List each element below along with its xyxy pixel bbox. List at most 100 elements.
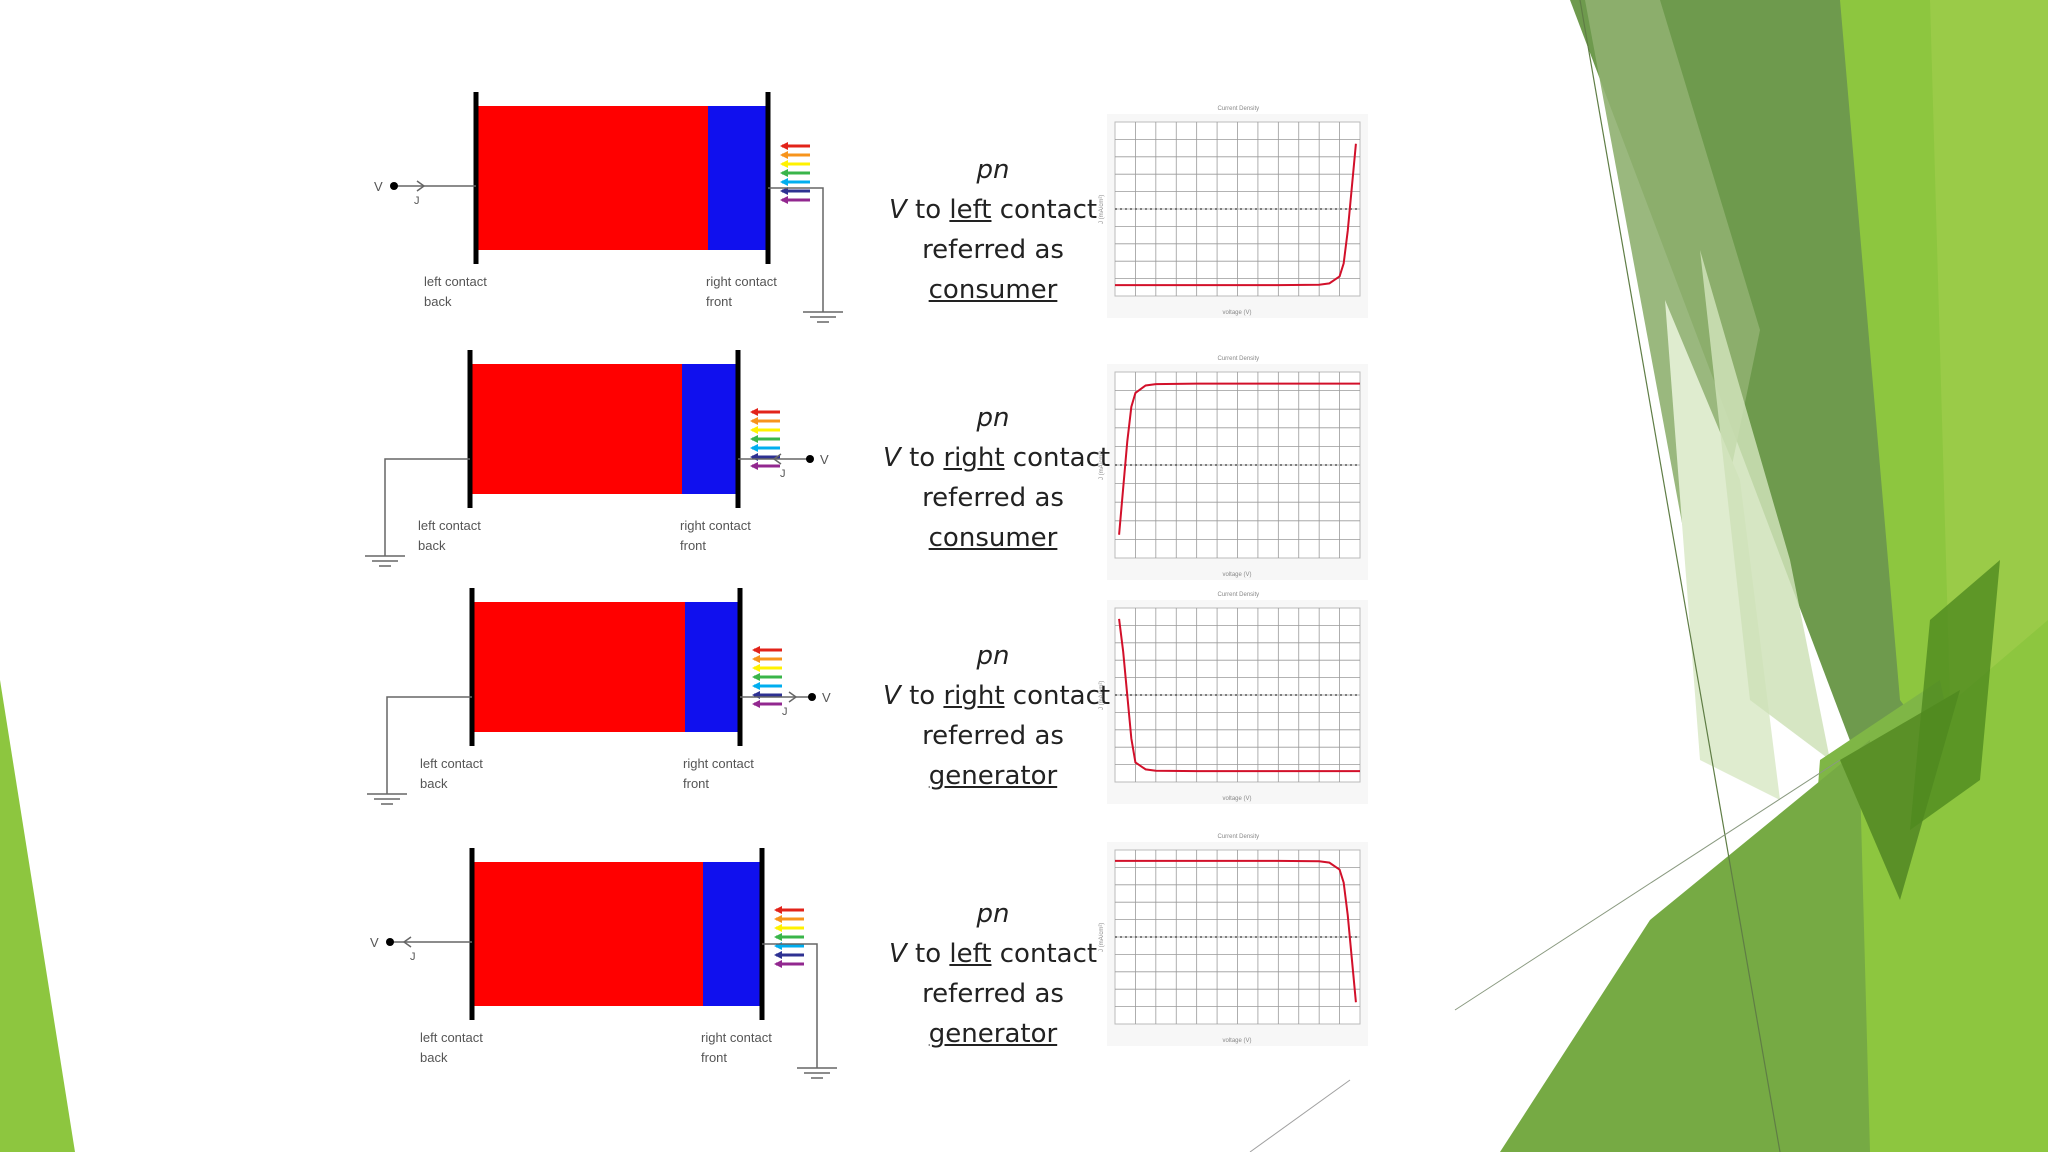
ground-wire [386, 696, 472, 794]
light-ray-head-7 [780, 196, 788, 204]
chart-ylabel: J (mA/cm²) [1099, 681, 1105, 710]
voltage-terminal-dot [808, 693, 816, 701]
caption-line-2: V to right contact [883, 438, 1110, 478]
light-ray-head-3 [752, 664, 760, 672]
jv-curve [1118, 618, 1360, 773]
chart-xlabel: voltage (V) [1223, 796, 1252, 802]
n-type-region [708, 106, 768, 250]
chart-title: Current Density [1218, 106, 1260, 112]
caption-line-3: referred as [883, 230, 1103, 270]
ground-symbol [803, 311, 843, 323]
caption-2: pn V to right contact referred as consumer [883, 398, 1110, 558]
contact-word: contact [1012, 443, 1111, 473]
junction-type-label: pn [976, 155, 1010, 185]
contact-side: left [949, 195, 992, 225]
referred-as-text: referred as [922, 483, 1064, 513]
decor-green-facets [1249, 0, 2048, 1152]
jv-chart: Current Density voltage (V) J (mA/cm²) [1099, 106, 1368, 318]
caption-line-4: consumer [883, 270, 1103, 310]
light-spectrum-arrows [750, 408, 780, 470]
light-ray-head-6 [774, 951, 782, 959]
voltage-symbol: V [883, 681, 901, 711]
jv-curve [1115, 143, 1357, 287]
caption-line-3: referred as [883, 478, 1103, 518]
light-ray-head-1 [752, 646, 760, 654]
caption-line-1: pn [883, 894, 1103, 934]
light-spectrum-arrows [780, 142, 810, 204]
contact-side: right [943, 681, 1005, 711]
current-label: J [414, 195, 420, 207]
right-contact-label: right contact [706, 274, 777, 289]
jv-curve [1115, 859, 1357, 1003]
voltage-label: V [370, 935, 379, 950]
junction-type-label: pn [976, 403, 1010, 433]
light-ray-head-5 [780, 178, 788, 186]
decor-left-green-sliver [0, 680, 75, 1152]
voltage-terminal-dot [390, 182, 398, 190]
light-ray-head-7 [752, 700, 760, 708]
voltage-symbol: V [888, 939, 907, 969]
device-role: consumer [928, 275, 1058, 305]
caption-line-2: V to left contact [883, 934, 1103, 974]
left-contact-label: left contact [418, 518, 481, 533]
light-ray-head-5 [752, 682, 760, 690]
light-ray-head-4 [752, 673, 760, 681]
caption-line-2: V to left contact [883, 190, 1103, 230]
light-ray-head-2 [752, 655, 760, 663]
device-role: consumer [928, 523, 1058, 553]
referred-as-text: referred as [922, 235, 1064, 265]
n-type-region [685, 602, 740, 732]
jv-chart: Current Density voltage (V) J (mA/cm²) [1099, 356, 1368, 580]
light-ray-head-1 [780, 142, 788, 150]
device-role: generator [928, 761, 1058, 791]
voltage-label: V [822, 690, 831, 705]
chart-xlabel: voltage (V) [1223, 572, 1252, 578]
caption-1: pn V to left contact referred as consumer [883, 150, 1103, 310]
contact-side: right [943, 443, 1005, 473]
current-label: J [782, 706, 788, 718]
light-ray-head-7 [774, 960, 782, 968]
left-contact-sublabel: back [418, 538, 446, 553]
p-type-region [476, 106, 708, 250]
light-ray-head-2 [750, 417, 758, 425]
left-contact-sublabel: back [420, 1050, 448, 1065]
caption-line-1: pn [883, 150, 1103, 190]
jv-chart: Current Density voltage (V) J (mA/cm²) [1099, 834, 1368, 1046]
light-ray-head-4 [780, 169, 788, 177]
left-contact-label: left contact [424, 274, 487, 289]
referred-as-text: referred as [922, 721, 1064, 751]
right-contact-sublabel: front [701, 1050, 727, 1065]
light-ray-head-4 [750, 435, 758, 443]
n-type-region [703, 862, 762, 1006]
n-type-region [682, 364, 738, 494]
chart-title: Current Density [1218, 592, 1260, 598]
right-contact-label: right contact [701, 1030, 772, 1045]
contact-word: contact [999, 939, 1098, 969]
ground-wire [768, 187, 824, 312]
light-spectrum-arrows [774, 906, 804, 968]
caption-4: pn V to left contact referred as generator [883, 894, 1103, 1054]
voltage-terminal-dot [806, 455, 814, 463]
light-ray-head-6 [780, 187, 788, 195]
left-contact-label: left contact [420, 756, 483, 771]
light-ray-head-1 [750, 408, 758, 416]
caption-line-2: V to right contact [883, 676, 1110, 716]
current-label: J [780, 468, 786, 480]
ground-symbol [367, 793, 407, 805]
light-ray-head-3 [774, 924, 782, 932]
ground-wire [762, 943, 818, 1068]
junction-type-label: pn [976, 641, 1010, 671]
to-word: to [909, 443, 936, 473]
light-ray-head-5 [750, 444, 758, 452]
light-ray-head-3 [780, 160, 788, 168]
contact-word: contact [1012, 681, 1111, 711]
caption-3: pn V to right contact referred as generator [883, 636, 1110, 796]
chart-title: Current Density [1218, 834, 1260, 840]
left-contact-sublabel: back [420, 776, 448, 791]
device-role: generator [928, 1019, 1058, 1049]
